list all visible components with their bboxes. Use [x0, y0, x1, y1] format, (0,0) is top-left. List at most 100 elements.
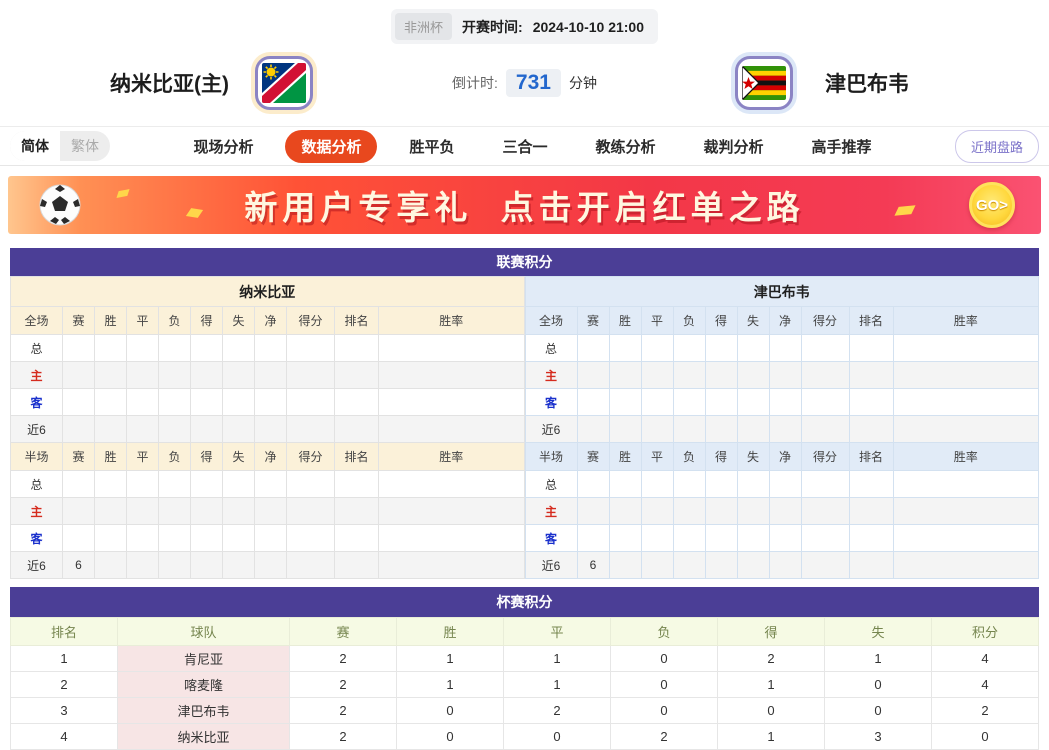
stat-cell: 0 [824, 671, 932, 698]
stat-cell [800, 551, 850, 579]
column-header: 得 [704, 442, 738, 471]
row-label: 总 [10, 470, 63, 498]
nav-tab[interactable]: 裁判分析 [703, 138, 764, 156]
column-header: 平 [126, 442, 159, 471]
tables-section: 联赛积分 纳米比亚 全场赛胜平负得失净得分 排名 胜率总主客近6 半场赛胜平负得失净得分… [0, 248, 1049, 750]
stat-cell [608, 470, 642, 498]
stat-cell [126, 470, 159, 498]
table-row: 总 [524, 334, 1039, 362]
league-points-title: 联赛积分 [10, 248, 1039, 276]
stat-cell [640, 470, 674, 498]
column-header: 胜 [94, 442, 127, 471]
stat-cell [222, 470, 255, 498]
column-header: 失 [736, 306, 770, 335]
lang-simplified[interactable]: 简体 [10, 131, 60, 161]
stat-cell [158, 551, 191, 579]
stat-cell [254, 361, 287, 389]
stat-cell [222, 334, 255, 362]
stat-cell: 2 [289, 645, 397, 672]
stat-cell [576, 334, 610, 362]
stat-cell [190, 470, 223, 498]
stat-cell [62, 497, 95, 525]
recent-trend-button[interactable]: 近期盘路 [954, 129, 1039, 163]
stat-cell [126, 524, 159, 552]
stat-cell [704, 524, 738, 552]
column-header: 得 [717, 617, 825, 646]
stat-cell [848, 415, 894, 443]
stat-cell [222, 388, 255, 416]
nav-tab[interactable]: 三合一 [502, 138, 548, 156]
column-header: 胜率 [378, 306, 525, 335]
league-half-away: 津巴布韦 全场赛胜平负得失净得分 排名 胜率总主客近6 半场赛胜平负得失净得分 排名 胜率总… [524, 276, 1040, 579]
stat-cell [190, 497, 223, 525]
stat-cell [190, 415, 223, 443]
stat-cell: 4 [10, 723, 118, 750]
stat-cell: 1 [717, 671, 825, 698]
league-half-home: 纳米比亚 全场赛胜平负得失净得分 排名 胜率总主客近6 半场赛胜平负得失净得分 排名 胜率总… [10, 276, 525, 579]
stat-cell [334, 524, 379, 552]
stat-cell [334, 361, 379, 389]
stat-cell [286, 334, 335, 362]
stat-cell [126, 361, 159, 389]
column-header: 得分 [286, 306, 335, 335]
home-team-flag [255, 56, 313, 110]
stat-cell [672, 524, 706, 552]
stat-cell [768, 497, 802, 525]
stat-cell: 0 [503, 723, 611, 750]
team-name-cell: 纳米比亚 [117, 723, 290, 750]
stat-cell [704, 334, 738, 362]
stat-cell: 1 [717, 723, 825, 750]
column-header: 净 [254, 442, 287, 471]
column-header: 失 [736, 442, 770, 471]
countdown: 倒计时: 731 分钟 [452, 69, 597, 97]
promo-banner[interactable]: 新用户专享礼 点击开启红单之路 GO> [8, 176, 1041, 234]
stat-cell: 1 [396, 671, 504, 698]
column-header: 负 [158, 442, 191, 471]
stat-cell [640, 388, 674, 416]
column-header: 胜 [608, 442, 642, 471]
nav-tab[interactable]: 教练分析 [595, 138, 656, 156]
language-toggle[interactable]: 简体 繁体 [10, 131, 110, 161]
stat-cell [62, 524, 95, 552]
stat-cell [94, 361, 127, 389]
stat-cell [334, 470, 379, 498]
nav-tab[interactable]: 胜平负 [409, 138, 455, 156]
stat-cell: 1 [503, 645, 611, 672]
promo-headline: 新用户专享礼 点击开启红单之路 [244, 189, 805, 226]
table-row: 近6 6 [10, 551, 525, 579]
nav-tab[interactable]: 高手推荐 [811, 138, 872, 156]
nav-tab[interactable]: 数据分析 [285, 129, 378, 163]
column-header: 全场 [10, 306, 63, 335]
stat-cell: 1 [824, 645, 932, 672]
nav-tab[interactable]: 现场分析 [193, 138, 254, 156]
stat-cell [126, 334, 159, 362]
stat-cell [94, 524, 127, 552]
countdown-unit: 分钟 [568, 75, 597, 91]
home-team-name: 纳米比亚(主) [110, 73, 229, 96]
stat-cell [848, 551, 894, 579]
stat-cell [286, 524, 335, 552]
stat-cell [190, 388, 223, 416]
countdown-label: 倒计时: [452, 75, 498, 91]
go-button[interactable]: GO> [969, 182, 1015, 228]
stat-cell: 2 [503, 697, 611, 724]
stat-cell [126, 497, 159, 525]
stat-cell [892, 415, 1039, 443]
column-header: 负 [672, 306, 706, 335]
lang-traditional[interactable]: 繁体 [71, 138, 99, 154]
stat-cell [334, 388, 379, 416]
column-header: 排名 [848, 306, 894, 335]
stat-cell: 2 [289, 671, 397, 698]
stat-cell [576, 361, 610, 389]
row-label: 客 [524, 388, 578, 416]
row-label: 客 [524, 524, 578, 552]
table-row: 近6 [10, 415, 525, 443]
column-header: 平 [503, 617, 611, 646]
column-header: 平 [640, 306, 674, 335]
namibia-flag-icon [262, 63, 306, 103]
column-header: 得 [190, 306, 223, 335]
stat-cell: 1 [396, 645, 504, 672]
stat-cell [640, 524, 674, 552]
column-header: 净 [768, 306, 802, 335]
column-header: 平 [640, 442, 674, 471]
